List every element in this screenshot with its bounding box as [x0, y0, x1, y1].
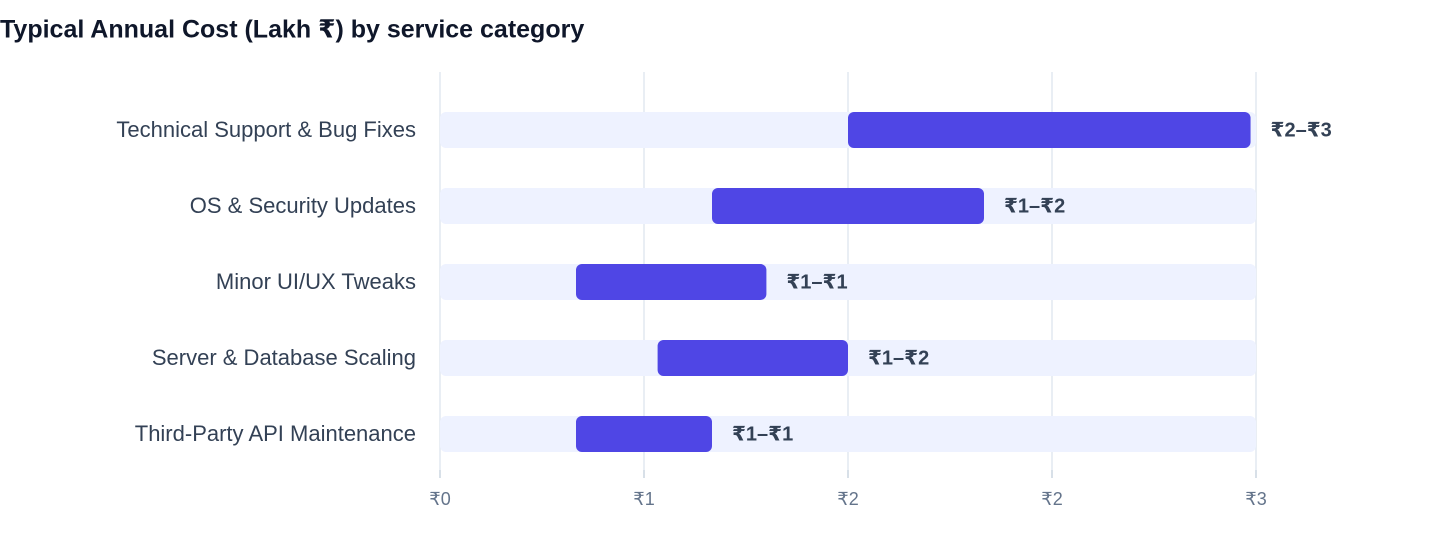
y-tick-label: Third-Party API Maintenance [135, 421, 416, 446]
value-label: ₹2–₹3 [1271, 119, 1332, 141]
chart-title: Typical Annual Cost (Lakh ₹) by service … [0, 16, 584, 44]
value-label: ₹1–₹2 [868, 347, 929, 369]
x-tick-label: ₹3 [1245, 489, 1266, 509]
y-tick-label: Technical Support & Bug Fixes [116, 117, 416, 142]
bar [712, 188, 984, 224]
x-tick-label: ₹2 [837, 489, 858, 509]
value-label: ₹1–₹1 [786, 271, 847, 293]
x-tick-label: ₹0 [429, 489, 450, 509]
track [440, 416, 1256, 452]
y-tick-label: Minor UI/UX Tweaks [216, 269, 416, 294]
bar [576, 264, 767, 300]
y-tick-label: Server & Database Scaling [152, 345, 416, 370]
bar [576, 416, 712, 452]
x-tick-label: ₹1 [633, 489, 654, 509]
track [440, 264, 1256, 300]
bar [657, 340, 848, 376]
value-label: ₹1–₹2 [1004, 195, 1065, 217]
bar [848, 112, 1251, 148]
value-label: ₹1–₹1 [732, 423, 793, 445]
y-tick-label: OS & Security Updates [190, 193, 416, 218]
x-tick-label: ₹2 [1041, 489, 1062, 509]
